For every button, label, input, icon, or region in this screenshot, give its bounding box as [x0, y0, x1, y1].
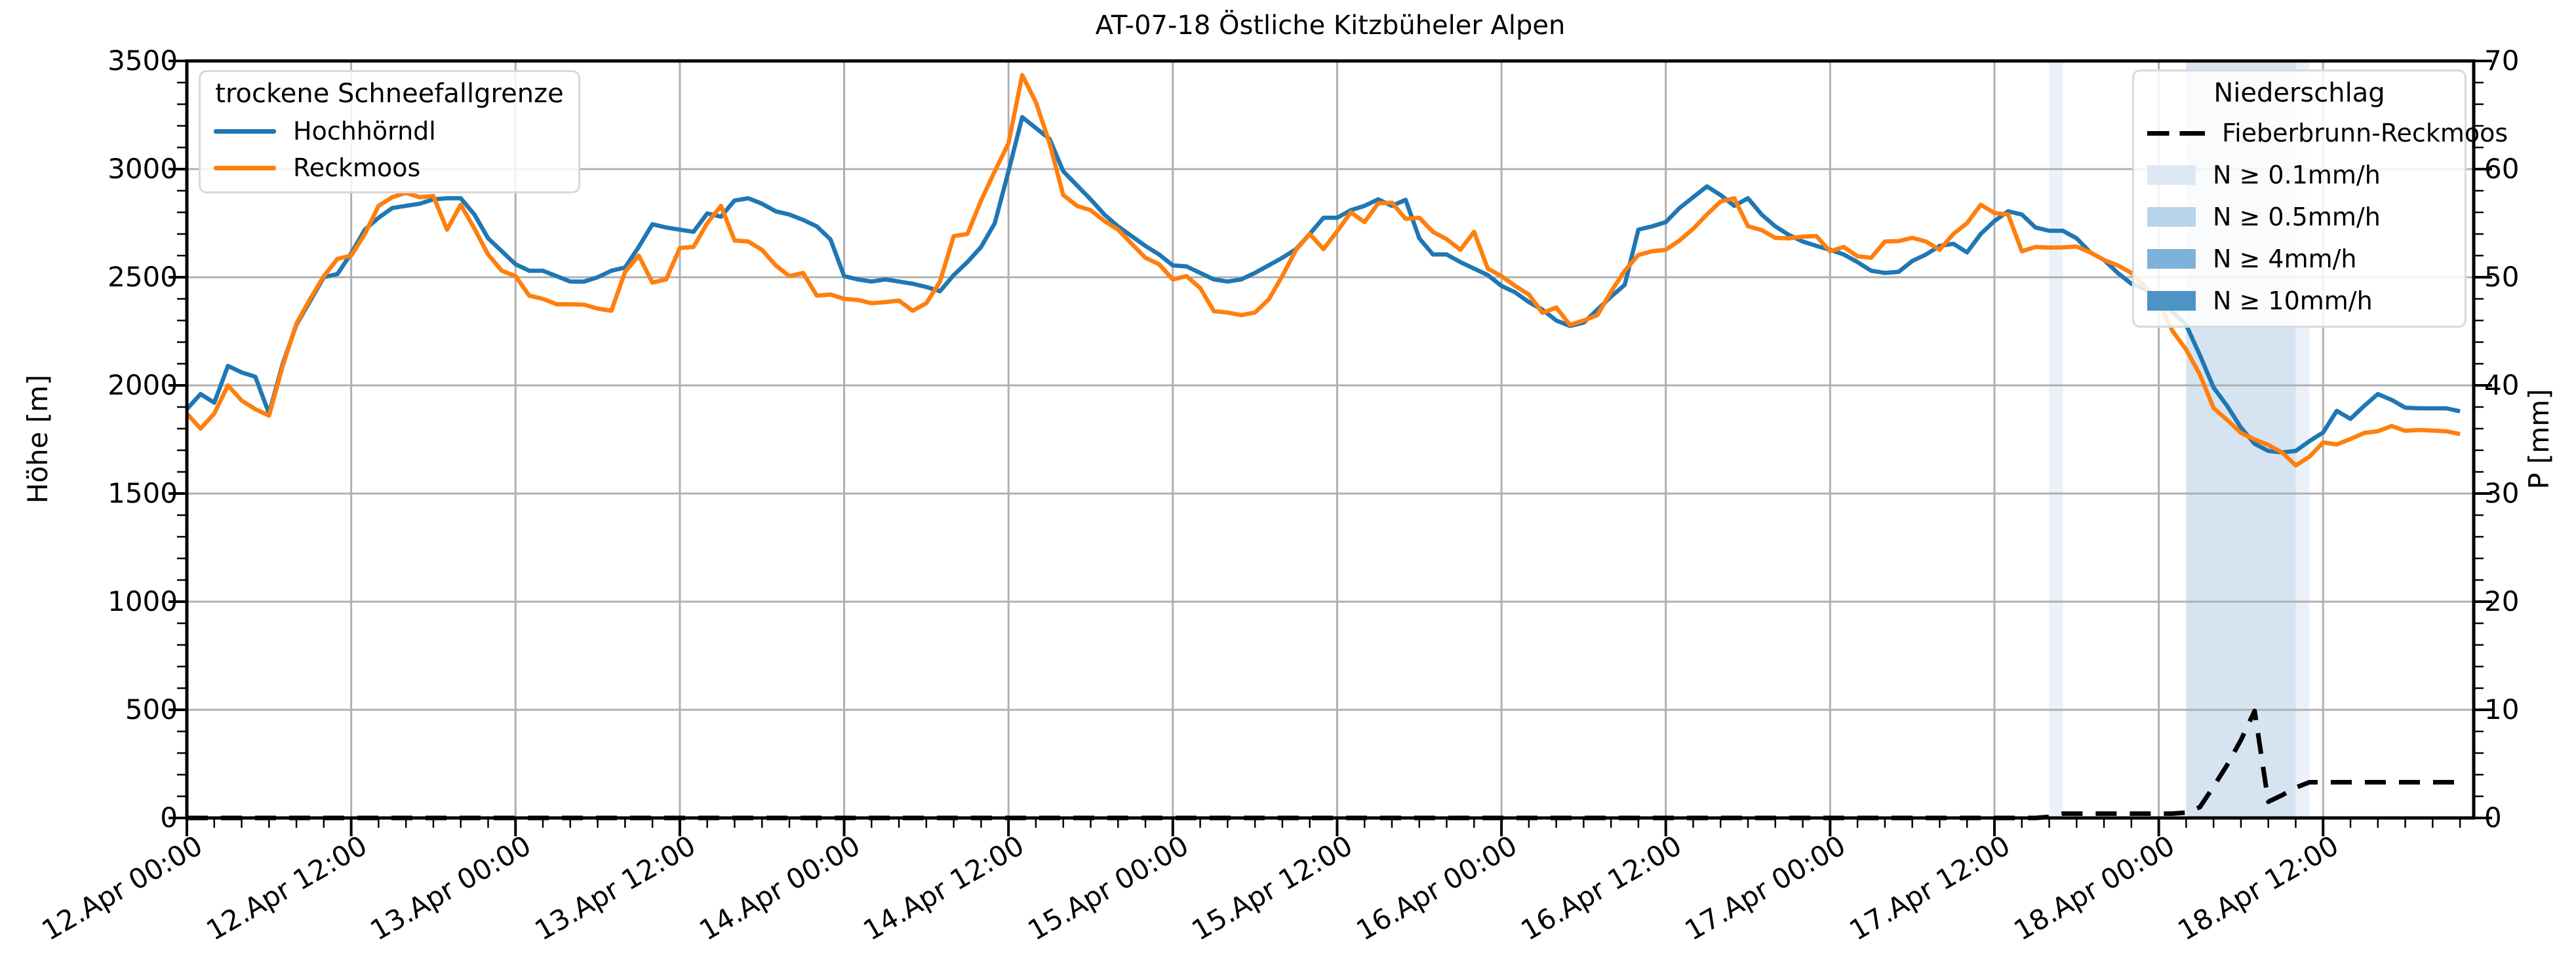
legend-item-label: N ≥ 10mm/h: [2213, 286, 2373, 315]
left-tick-label: 2000: [108, 369, 178, 401]
reckmoos-line-sample: [214, 165, 276, 170]
left-tick-label: 3000: [108, 153, 178, 185]
gridlines: [186, 60, 2474, 819]
chart-title: AT-07-18 Östliche Kitzbüheler Alpen: [1095, 10, 1566, 41]
right-tick-label: 20: [2484, 585, 2520, 617]
legend-item-n10: N ≥ 10mm/h: [2134, 280, 2465, 326]
left-tick-label: 500: [125, 693, 178, 726]
legend-item-label: N ≥ 4mm/h: [2213, 244, 2357, 273]
right-tick-label: 60: [2484, 153, 2520, 185]
right-tick-label: 10: [2484, 693, 2520, 726]
legend-snowline-title: trockene Schneefallgrenze: [215, 79, 564, 109]
left-tick-label: 1000: [108, 585, 178, 617]
legend-item-label: Fieberbrunn-Reckmoos: [2222, 119, 2508, 147]
left-tick-label: 3500: [108, 45, 178, 77]
series-fieberbrunn-reckmoos-dashed-line: [187, 708, 2461, 821]
legend-item-label: Hochhörndl: [293, 117, 436, 146]
left-tick-label: 1500: [108, 477, 178, 509]
legend-precip-title: Niederschlag: [2213, 78, 2385, 108]
legend-item-n01: N ≥ 0.1mm/h: [2134, 154, 2465, 196]
band-swatch-10: [2147, 291, 2196, 311]
dashed-line-sample: [2147, 130, 2205, 136]
legend-item-hochhoerndl: Hochhörndl: [201, 113, 578, 149]
band-swatch-4: [2147, 249, 2196, 269]
precip-band: [2049, 61, 2063, 818]
left-tick-label: 2500: [108, 261, 178, 293]
band-swatch-01: [2147, 165, 2196, 185]
right-tick-label: 0: [2484, 802, 2502, 834]
hochhoerndl-line-sample: [214, 128, 276, 134]
right-tick-label: 30: [2484, 477, 2520, 509]
legend-precip: Niederschlag Fieberbrunn-Reckmoos N ≥ 0.…: [2132, 69, 2508, 328]
legend-item-n05: N ≥ 0.5mm/h: [2134, 196, 2465, 238]
right-tick-label: 40: [2484, 369, 2520, 401]
legend-item-reckmoos: Reckmoos: [201, 149, 578, 191]
band-swatch-05: [2147, 207, 2196, 227]
series-hochhoerndl-line: [185, 115, 2461, 455]
legend-item-label: N ≥ 0.1mm/h: [2213, 161, 2381, 189]
legend-snowline: trockene Schneefallgrenze Hochhörndl Rec…: [199, 70, 580, 193]
right-tick-label: 50: [2484, 261, 2520, 293]
right-tick-label: 70: [2484, 45, 2520, 77]
plot-spines: [185, 59, 2476, 820]
legend-item-n4: N ≥ 4mm/h: [2134, 238, 2465, 280]
legend-item-label: N ≥ 0.5mm/h: [2213, 203, 2381, 231]
left-tick-label: 0: [160, 802, 178, 834]
legend-item-label: Reckmoos: [293, 153, 421, 182]
series-reckmoos-line: [185, 73, 2461, 468]
legend-item-fieberbrunn: Fieberbrunn-Reckmoos: [2134, 112, 2508, 154]
